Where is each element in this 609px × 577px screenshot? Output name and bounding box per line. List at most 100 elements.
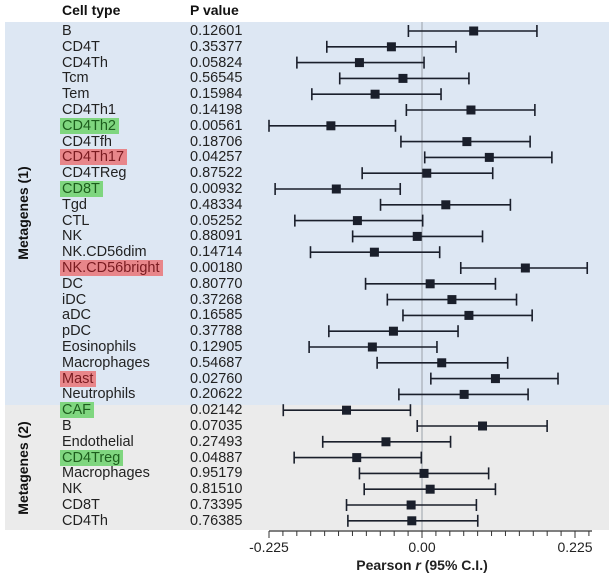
point-estimate	[352, 453, 362, 463]
cell-type-label: CAF	[60, 402, 94, 419]
p-value: 0.12905	[190, 339, 243, 355]
cell-type-label: NK	[62, 228, 83, 245]
point-estimate	[459, 389, 469, 399]
p-value: 0.14714	[190, 244, 243, 261]
p-value: 0.27493	[190, 433, 243, 450]
p-value: 0.56545	[190, 70, 243, 87]
cell-type-label: DC	[62, 275, 83, 292]
cell-type-label: Eosinophils	[62, 339, 137, 355]
cell-type-label: CTL	[62, 212, 90, 229]
cell-type-label: CD8T	[62, 497, 100, 513]
p-value: 0.87522	[190, 165, 243, 182]
p-value: 0.00180	[190, 260, 243, 276]
point-estimate	[381, 437, 391, 447]
cell-type-label: Tem	[62, 86, 90, 103]
p-value: 0.14198	[190, 102, 243, 118]
p-value: 0.16585	[190, 307, 243, 324]
p-value: 0.04887	[190, 449, 243, 466]
point-estimate	[437, 358, 447, 368]
point-estimate	[419, 468, 429, 478]
p-value: 0.54687	[190, 354, 243, 371]
p-value: 0.05252	[190, 212, 243, 229]
cell-type-label: CD8T	[60, 181, 103, 197]
p-value: 0.18706	[190, 133, 243, 150]
cell-type-label: Tgd	[62, 196, 87, 213]
cell-type-label: Mast	[60, 370, 97, 387]
point-estimate	[478, 421, 488, 431]
cell-type-label: CD4Th	[62, 512, 108, 529]
point-estimate	[464, 310, 474, 320]
x-tick-label: -0.225	[249, 539, 289, 555]
p-value: 0.81510	[190, 481, 243, 498]
point-estimate	[447, 295, 457, 305]
x-axis-title-suffix: (95% C.I.)	[420, 557, 488, 573]
point-estimate	[388, 326, 398, 336]
cell-type-label: iDC	[62, 291, 87, 308]
p-value: 0.88091	[190, 228, 243, 245]
cell-type-label: CD4Th	[62, 54, 108, 71]
cell-type-label: CD4Th1	[62, 102, 116, 118]
p-value: 0.80770	[190, 275, 243, 292]
point-estimate	[425, 484, 435, 494]
point-estimate	[398, 73, 408, 83]
point-estimate	[354, 58, 364, 68]
p-value: 0.12601	[190, 23, 243, 39]
point-estimate	[370, 89, 380, 99]
p-value: 0.05824	[190, 54, 243, 71]
p-value: 0.73395	[190, 497, 243, 513]
point-estimate	[484, 152, 494, 162]
x-tick-label: 0.00	[408, 539, 436, 555]
cell-type-label: Tcm	[62, 70, 89, 87]
p-value: 0.35377	[190, 38, 243, 55]
point-estimate	[441, 200, 451, 210]
p-value: 0.37788	[190, 323, 243, 340]
x-axis-title-italic: r	[415, 557, 421, 573]
x-axis-title-prefix: Pearson	[356, 557, 416, 573]
point-estimate	[369, 247, 379, 257]
point-estimate	[342, 405, 352, 415]
cell-type-label: pDC	[62, 323, 92, 340]
point-estimate	[406, 500, 416, 510]
cell-type-label: NK.CD56dim	[62, 244, 147, 261]
cell-type-label: NK	[62, 481, 83, 498]
p-value: 0.00561	[190, 117, 243, 134]
p-value: 0.37268	[190, 291, 243, 308]
point-estimate	[422, 168, 432, 178]
cell-type-label: CD4Th17	[60, 149, 128, 166]
point-estimate	[462, 137, 472, 147]
point-estimate	[407, 516, 417, 526]
p-value: 0.04257	[190, 149, 243, 166]
cell-type-label: aDC	[62, 307, 92, 324]
p-value: 0.76385	[190, 512, 243, 529]
point-estimate	[425, 279, 435, 289]
cell-type-label: CD4Treg	[60, 449, 124, 466]
cell-type-label: B	[62, 23, 72, 39]
cell-type-label: CD4Th2	[60, 117, 119, 134]
cell-type-label: Macrophages	[62, 465, 150, 482]
point-estimate	[412, 231, 422, 241]
cell-type-label: Neutrophils	[62, 386, 136, 403]
header-cell-type: Cell type	[62, 2, 121, 18]
point-estimate	[490, 374, 500, 384]
p-value: 0.07035	[190, 418, 243, 434]
p-value: 0.00932	[190, 181, 243, 197]
cell-type-label: NK.CD56bright	[60, 260, 163, 276]
p-value: 0.95179	[190, 465, 243, 482]
cell-type-label: CD4T	[62, 38, 100, 55]
group-1-background	[5, 22, 609, 405]
point-estimate	[469, 26, 479, 36]
point-estimate	[466, 105, 476, 115]
point-estimate	[326, 121, 336, 131]
point-estimate	[331, 184, 341, 194]
cell-type-label: Macrophages	[62, 354, 150, 371]
p-value: 0.02760	[190, 370, 243, 387]
p-value: 0.20622	[190, 386, 243, 403]
point-estimate	[352, 216, 362, 226]
point-estimate	[386, 42, 396, 52]
header-p-value: P value	[190, 2, 239, 18]
cell-type-label: CD4TReg	[62, 165, 127, 182]
x-tick-label: 0.225	[557, 539, 593, 555]
cell-type-label: B	[62, 418, 72, 434]
point-estimate	[520, 263, 530, 273]
